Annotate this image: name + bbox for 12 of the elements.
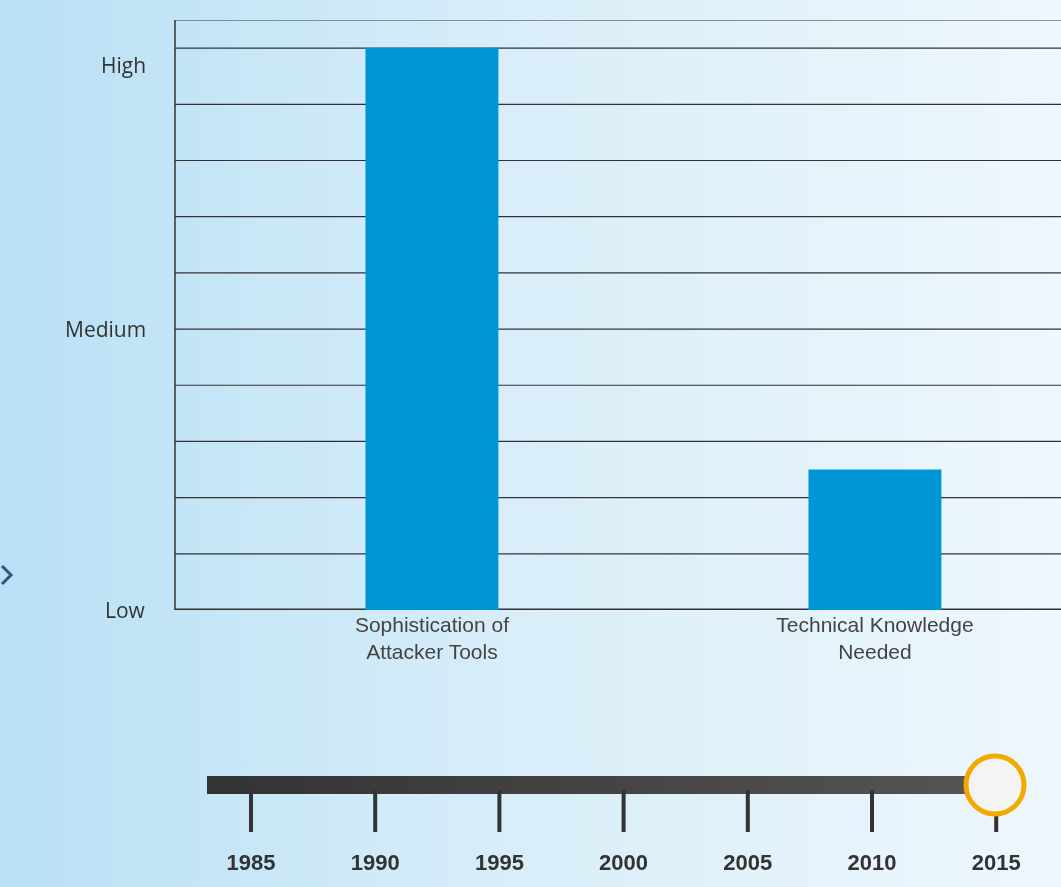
text: 2015 — [971, 850, 1021, 875]
x-tick-label: Sophistication of Attacker Tools — [354, 613, 510, 664]
text: 2010 — [847, 850, 897, 875]
x-tick-label: Technical Knowledge Needed — [776, 613, 974, 664]
text: 1990 — [350, 850, 400, 875]
text: Medium — [65, 315, 147, 343]
text: 2005 — [723, 850, 773, 875]
text: 2000 — [599, 850, 649, 875]
text: 1985 — [226, 850, 276, 875]
text: 1995 — [474, 850, 524, 875]
text: High — [101, 51, 147, 79]
text: Low — [105, 596, 146, 624]
